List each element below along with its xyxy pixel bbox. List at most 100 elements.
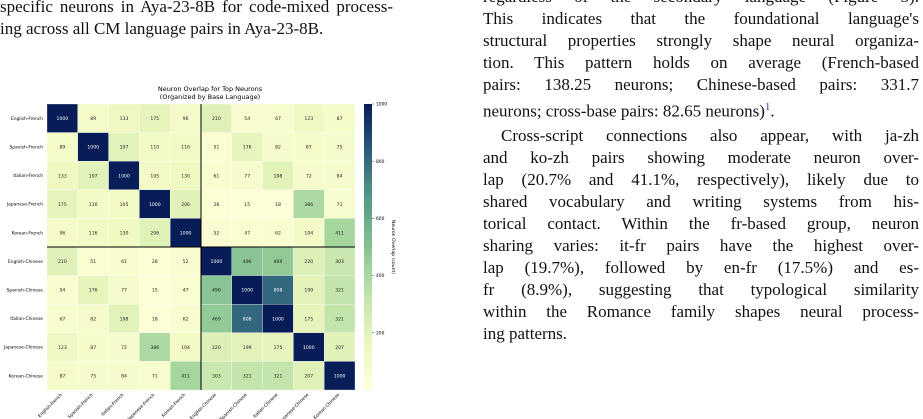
heatmap-cell [231, 332, 263, 362]
x-tick-label: Korean-French [161, 392, 188, 419]
heatmap-cell [77, 161, 109, 190]
heatmap-cell [46, 161, 78, 190]
heatmap-cell [200, 161, 232, 190]
heatmap-cell [293, 275, 325, 305]
heatmap-cell [200, 218, 232, 248]
heatmap-cell [108, 246, 140, 276]
colorbar-tick-label: 400 [376, 273, 385, 279]
heatmap-cell [200, 132, 232, 162]
heatmap-cell [170, 132, 202, 162]
heatmap-cell [108, 132, 140, 162]
cell-label: 123 [58, 345, 67, 351]
cell-label: 496 [243, 259, 252, 265]
paragraph: Cross-script connections also appear, wi… [483, 125, 919, 345]
heatmap-cell [262, 103, 294, 133]
cell-label: 1000 [303, 345, 315, 351]
cell-label: 47 [183, 288, 189, 294]
cell-label: 116 [89, 231, 98, 237]
cell-label: 198 [274, 173, 283, 179]
heatmap-cell [77, 332, 109, 362]
heatmap-cell [293, 332, 325, 362]
cell-label: 28 [152, 259, 158, 265]
cell-label: 72 [306, 173, 312, 179]
cell-label: 71 [152, 374, 158, 380]
heatmap-cell [200, 332, 232, 362]
heatmap-cell [108, 332, 140, 362]
cell-label: 87 [90, 345, 96, 351]
heatmap-cell [139, 361, 171, 391]
heatmap-cell [46, 361, 78, 391]
text-line: ing across all CM language pairs in Aya-… [0, 19, 324, 38]
cell-label: 496 [212, 288, 221, 294]
cell-label: 206 [150, 231, 159, 237]
cell-label: 469 [212, 316, 221, 322]
cell-label: 220 [304, 259, 313, 265]
y-tick-label: Japanese-French [6, 202, 43, 208]
text-line: shared vocabulary and writing systems fr… [483, 192, 919, 211]
x-tick-label: Italian-Chinese [252, 392, 280, 419]
y-tick-label: Spanish-French [9, 145, 43, 151]
heatmap-figure: Neuron Overlap for Top Neurons (Organize… [3, 85, 396, 419]
cell-label: 18 [275, 202, 281, 208]
cell-label: 77 [244, 173, 250, 179]
heatmap-cell [108, 304, 140, 333]
cell-label: 82 [275, 145, 281, 151]
cell-label: 321 [274, 374, 283, 380]
x-tick-label: Japanese-French [126, 392, 157, 419]
cell-label: 808 [243, 316, 252, 322]
text-line: lap (20.7% and 41.1%, respectively), lik… [483, 170, 919, 189]
cell-label: 82 [90, 316, 96, 322]
cell-label: 18 [152, 316, 158, 322]
heatmap-cell [324, 361, 356, 391]
heatmap-cell [77, 132, 109, 162]
cell-label: 469 [274, 259, 283, 265]
text-line: This indicates that the foundational lan… [483, 9, 919, 28]
chart-subtitle: (Organized by Base Language) [160, 93, 260, 101]
heatmap-cell [46, 332, 78, 362]
text: ing patterns. [483, 324, 568, 343]
cell-label: 104 [181, 345, 190, 351]
cell-label: 207 [304, 374, 313, 380]
cell-label: 1000 [57, 116, 69, 122]
heatmap-cell [77, 361, 109, 391]
heatmap-cell [293, 246, 325, 276]
cell-label: 220 [212, 345, 221, 351]
cell-label: 116 [181, 145, 190, 151]
x-tick-label: Italian-French [100, 392, 125, 417]
cell-label: 15 [244, 202, 250, 208]
cell-label: 110 [150, 145, 159, 151]
heatmap-cell [139, 189, 171, 219]
cell-label: 321 [335, 288, 344, 294]
heatmap-cell [139, 304, 171, 333]
y-tick-label: Spanish-Chinese [7, 288, 44, 294]
heatmap-cell [139, 161, 171, 190]
heatmap-cell [324, 304, 356, 333]
text-line: pairs: 138.25 neurons; Chinese-based pai… [483, 75, 919, 94]
cell-label: 52 [183, 259, 189, 265]
cell-label: 198 [120, 316, 129, 322]
cell-label: 96 [59, 231, 65, 237]
cell-label: 199 [243, 345, 252, 351]
text-line: regardless of the secondary language (Fi… [483, 0, 919, 8]
cell-label: 75 [90, 374, 96, 380]
heatmap-cell [108, 361, 140, 391]
heatmap-cell [108, 103, 140, 133]
x-tick-label: Spanish-Chinese [219, 392, 249, 419]
caption: specific neurons in Aya-23-8B for code-m… [0, 0, 393, 40]
paragraph: regardless of the secondary language (Fi… [483, 0, 919, 121]
cell-label: 197 [120, 145, 129, 151]
cell-label: 176 [243, 145, 252, 151]
y-tick-label: Japanese-Chinese [3, 345, 43, 351]
cell-label: 386 [304, 202, 313, 208]
heatmap-cell [262, 161, 294, 190]
chart-title: Neuron Overlap for Top Neurons [158, 85, 263, 93]
cell-label: 808 [274, 288, 283, 294]
text-line: structural properties strongly shape neu… [483, 31, 919, 50]
heatmap-cell [170, 332, 202, 362]
cell-label: 199 [304, 288, 313, 294]
text-line: ing patterns. [483, 323, 919, 345]
cell-label: 133 [120, 116, 129, 122]
cell-label: 210 [58, 259, 67, 265]
cell-label: 28 [213, 202, 219, 208]
